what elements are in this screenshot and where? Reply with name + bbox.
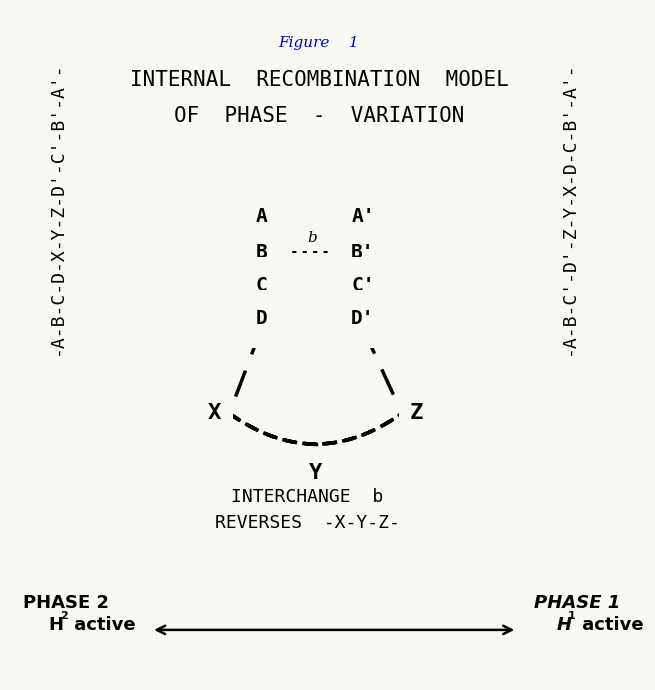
Text: H: H — [48, 616, 64, 634]
Text: -A-B-C'-D'-Z-Y-X-D-C-B'-A'-: -A-B-C'-D'-Z-Y-X-D-C-B'-A'- — [559, 61, 578, 355]
Text: PHASE 2: PHASE 2 — [24, 594, 109, 612]
Text: PHASE 1: PHASE 1 — [534, 594, 621, 612]
Text: H: H — [556, 616, 571, 634]
Text: INTERCHANGE  b: INTERCHANGE b — [231, 489, 383, 506]
Text: 2: 2 — [60, 611, 68, 622]
Text: C': C' — [351, 276, 375, 295]
Text: Z: Z — [410, 403, 423, 423]
Text: -A-B-C-D-X-Y-Z-D'-C'-B'-A'-: -A-B-C-D-X-Y-Z-D'-C'-B'-A'- — [48, 61, 66, 355]
Text: D: D — [255, 309, 267, 328]
Text: A: A — [255, 207, 267, 226]
Text: Y: Y — [309, 463, 322, 483]
Text: INTERNAL  RECOMBINATION  MODEL: INTERNAL RECOMBINATION MODEL — [130, 70, 508, 90]
Text: D': D' — [351, 309, 375, 328]
Text: OF  PHASE  -  VARIATION: OF PHASE - VARIATION — [174, 106, 464, 126]
Text: B: B — [255, 243, 267, 262]
Text: b: b — [307, 230, 317, 244]
Text: A': A' — [351, 207, 375, 226]
Text: X: X — [208, 403, 221, 423]
Text: active: active — [576, 616, 643, 634]
Text: B': B' — [351, 243, 375, 262]
Text: active: active — [68, 616, 136, 634]
Text: REVERSES  -X-Y-Z-: REVERSES -X-Y-Z- — [215, 514, 400, 532]
Text: C: C — [255, 276, 267, 295]
Text: Figure    1: Figure 1 — [279, 36, 360, 50]
Text: 1: 1 — [568, 611, 576, 622]
